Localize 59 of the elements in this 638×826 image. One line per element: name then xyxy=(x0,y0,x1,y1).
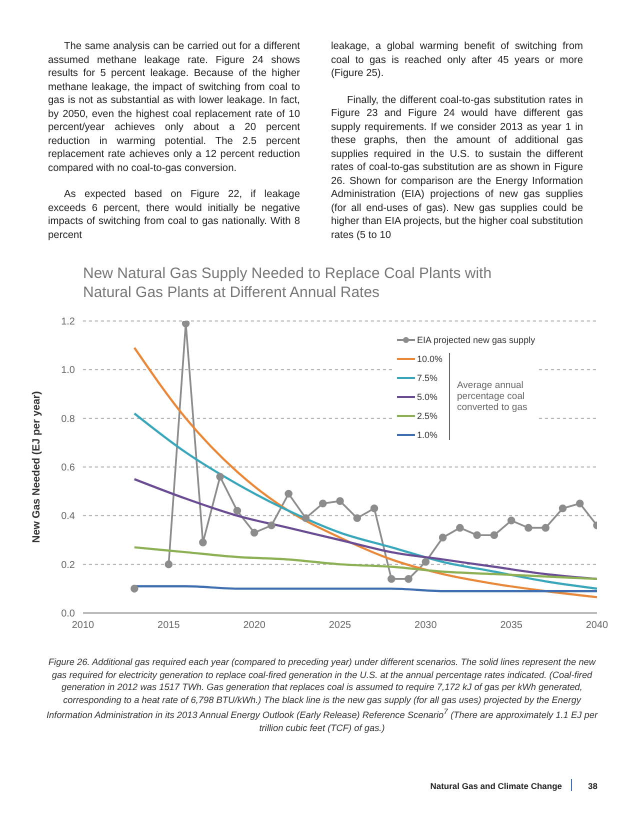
point xyxy=(164,560,173,568)
point xyxy=(524,524,532,532)
x-tick-label: 2010 xyxy=(72,620,95,632)
text: Figure 26. Additional gas required each year (compared to preceding year) under different scenarios. The solid lines represent the new gas required for electricity generation to replace coal-fired generation in the U.S. at the annual percentage rates indicated. (Coal-fired generation in 2012 was 1517 TWh. Gas generation that replaces coal is assumed to require 7,172 kJ of gas per kWh generated, corresponding to a heat rate of 6,798 BTU/kWh.) The black line is the new gas supply (for all gas uses) projected by the Energy Information Administration in its 2013 Annual Energy Outlook (Early Release) Reference Scenario$^{7}$ (There are approximately 1.1 EJ per trillion cubic feet (TCF) of gas.) xyxy=(46,657,598,733)
text: The same analysis can be carried out for a different assumed methane leakage rate. Figure 24 shows results for 5 percent leakage. Because of the higher methane leakage, the impact of switching from coal to gas is not as substantial as with lower leakage. In fact, by 2050, even the highest coal replacement rate of 10 percent/year achieves only about a 20 percent reduction in warming potential. The 2.5 percent replacement rate achieves only a 12 percent reduction compared with no coal-to-gas conversion. xyxy=(48,41,300,174)
x-tick-label: 2040 xyxy=(586,620,609,632)
point xyxy=(353,514,362,522)
point xyxy=(507,516,516,524)
legend-label: 10.0% xyxy=(417,354,443,364)
point xyxy=(473,531,481,540)
y-tick-label: 0.4 xyxy=(61,511,76,522)
y-tick-label: 1.2 xyxy=(61,316,76,328)
line-series xyxy=(133,412,597,590)
chart-title: New Natural Gas Supply Needed to Replace Coal Plants with Natural Gas Plants at Different Annual Rates xyxy=(83,264,493,302)
point xyxy=(182,321,190,328)
y-tick-label: 0.8 xyxy=(61,414,76,425)
point xyxy=(422,558,430,566)
legend-label: EIA projected new gas supply xyxy=(417,334,536,344)
point xyxy=(318,500,327,508)
text: Natural Gas and Climate Change xyxy=(430,781,562,791)
point xyxy=(250,528,258,537)
point xyxy=(336,497,344,505)
point xyxy=(130,584,138,593)
legend-label: 1.0% xyxy=(417,430,438,440)
point xyxy=(370,504,378,512)
x-tick-label: 2035 xyxy=(500,620,523,632)
point xyxy=(404,575,412,583)
point xyxy=(490,531,498,540)
y-tick-label: 1.0 xyxy=(61,365,76,376)
legend-title: Average annual percentage coal converted to gas xyxy=(449,353,529,440)
y-tick-label: 0.2 xyxy=(61,560,76,571)
point xyxy=(388,575,396,583)
y-tick-label: 0.6 xyxy=(61,462,76,474)
point xyxy=(576,500,584,508)
x-tick-label: 2030 xyxy=(414,620,438,632)
point xyxy=(542,524,550,532)
line-series xyxy=(133,546,597,580)
point xyxy=(456,524,464,532)
text: As expected based on Figure 22, if leakage exceeds 6 percent, there would initially be negative impacts of switching from coal to gas nationally. With 8 percent xyxy=(48,188,300,242)
point xyxy=(558,504,567,512)
point xyxy=(284,490,292,498)
point xyxy=(233,506,242,515)
legend-label: 7.5% xyxy=(417,372,438,382)
y-tick-label: 0.0 xyxy=(61,608,76,620)
legend-label: 5.0% xyxy=(417,392,438,402)
x-tick-label: 2020 xyxy=(243,620,266,632)
line-series xyxy=(133,478,597,580)
point xyxy=(216,472,224,481)
point xyxy=(302,514,310,522)
text: leakage, a global warming benefit of switching from coal to gas is reached only after 45 years or more (Figure 25). xyxy=(331,40,583,80)
point xyxy=(438,534,447,542)
point xyxy=(199,538,207,546)
x-tick-label: 2025 xyxy=(328,620,352,632)
y-axis-title: New Gas Needed (EJ per year) xyxy=(30,391,43,543)
x-tick-label: 2015 xyxy=(158,620,180,632)
legend-label: 2.5% xyxy=(417,410,438,420)
point xyxy=(268,522,276,530)
text: Finally, the different coal-to-gas substitution rates in Figure 23 and Figure 24 would have different gas supply requirements. If we consider 2013 as year 1 in these graphs, then the amount of additional gas supplies required in the U.S. to sustain the different rates of coal-to-gas substitution are as shown in Figure 26. Shown for comparison are the Energy Information Administration (EIA) projections of new gas supplies (for all end-uses of gas). New gas supplies could be higher than EIA projects, but the higher coal substitution rates (5 to 10 xyxy=(331,94,584,240)
text: 38 xyxy=(588,781,598,791)
